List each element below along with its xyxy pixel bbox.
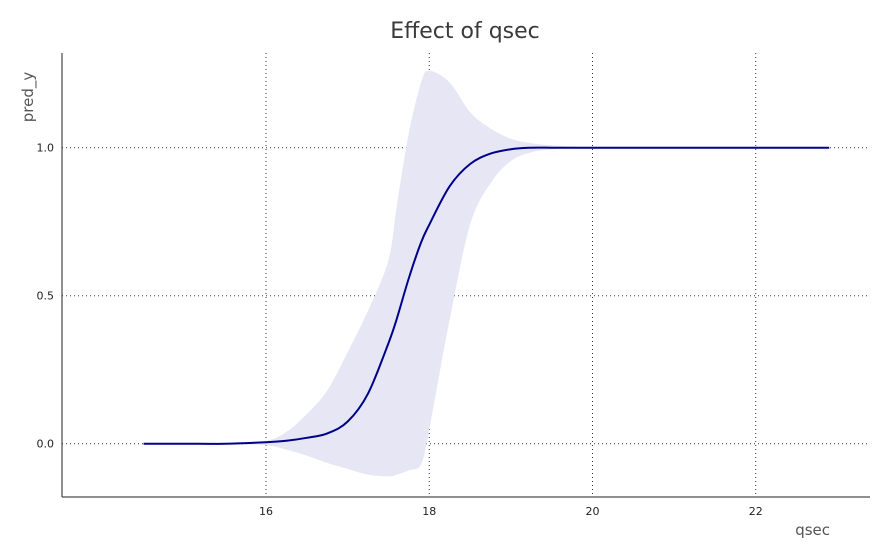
x-axis-title: qsec [795, 521, 830, 539]
y-tick-label: 0.5 [37, 290, 55, 303]
x-tick-labels: 16 18 20 22 [259, 505, 763, 518]
prediction-line [143, 146, 830, 445]
y-axis-title: pred_y [19, 72, 38, 123]
x-tick-label: 18 [422, 505, 436, 518]
y-tick-labels: 0.0 0.5 1.0 [37, 142, 55, 451]
y-tick-label: 1.0 [37, 142, 55, 155]
x-tick-label: 16 [259, 505, 273, 518]
chart-title: Effect of qsec [390, 19, 540, 44]
y-tick-label: 0.0 [37, 438, 55, 451]
x-tick-label: 22 [749, 505, 763, 518]
confidence-band [143, 70, 830, 477]
x-tick-label: 20 [586, 505, 600, 518]
